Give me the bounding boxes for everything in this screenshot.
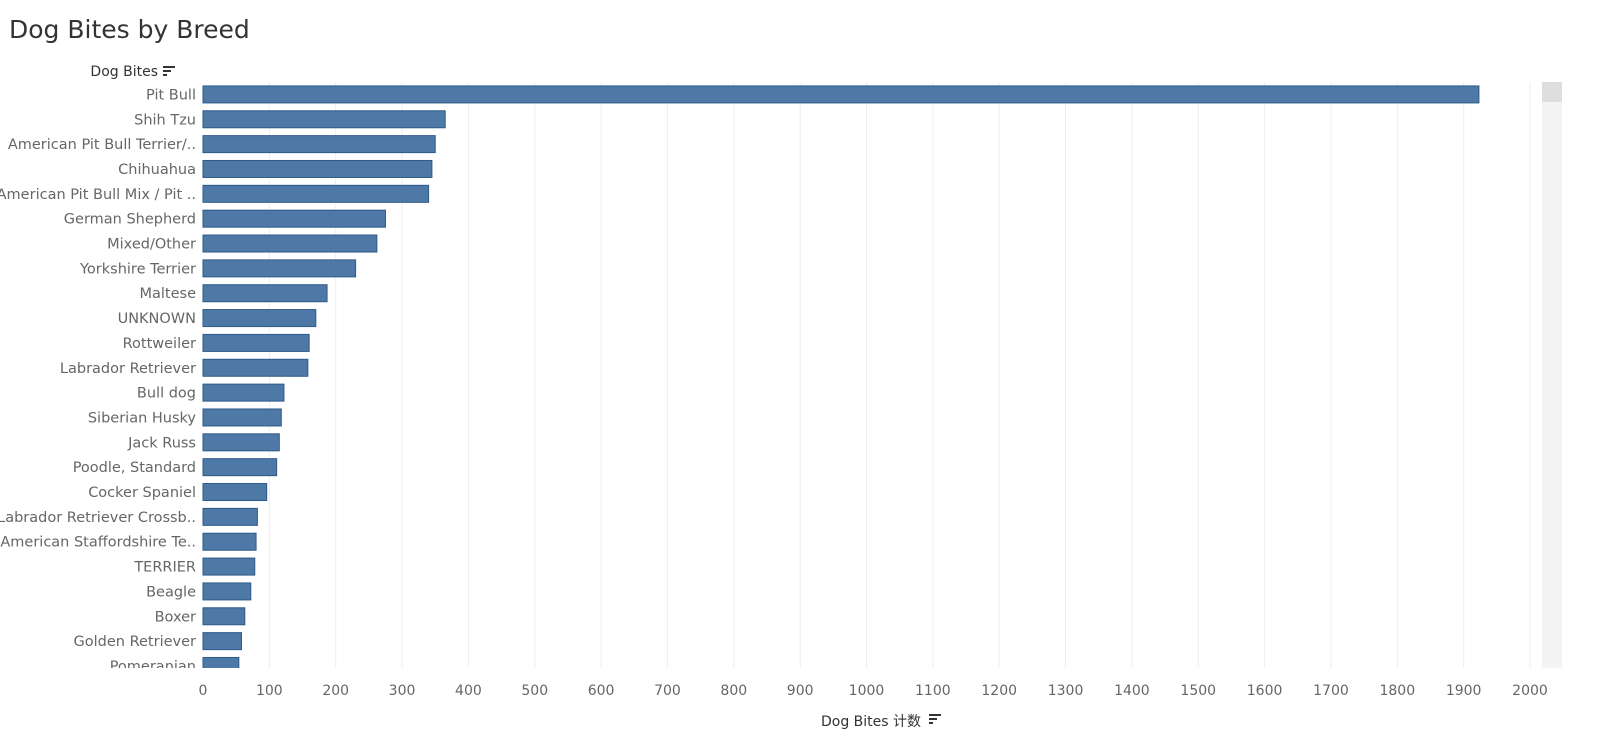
x-tick-label: 200 [322, 683, 349, 699]
bar[interactable] [202, 656, 240, 674]
category-labels: Pit Bull Shih Tzu American Pit Bull Terrie… [0, 87, 197, 675]
category-label: Chihuahua [118, 162, 196, 178]
x-tick-label: 1700 [1313, 683, 1349, 699]
bar[interactable] [202, 582, 252, 601]
bar[interactable] [202, 483, 268, 502]
x-tick-label: 400 [455, 683, 482, 699]
category-label: American Staffordshire Te.. [0, 535, 196, 551]
bar[interactable] [202, 333, 310, 352]
category-label: Pit Bull [146, 87, 196, 103]
row-header[interactable]: Dog Bites [90, 64, 175, 80]
category-label: Rottweiler [123, 336, 196, 352]
category-label: Bull dog [137, 386, 196, 402]
bar[interactable] [202, 607, 246, 626]
x-tick-label: 1800 [1379, 683, 1415, 699]
category-label: American Pit Bull Mix / Pit .. [0, 187, 196, 203]
category-label: Labrador Retriever [60, 361, 196, 377]
bar[interactable] [202, 408, 282, 427]
row-header-label: Dog Bites [90, 64, 158, 80]
bar[interactable] [202, 85, 1480, 104]
category-label: American Pit Bull Terrier/.. [8, 137, 196, 153]
x-tick-label: 0 [199, 683, 208, 699]
category-label: Poodle, Standard [73, 460, 196, 476]
category-label: Jack Russ [127, 435, 196, 451]
scrollbar-track[interactable] [1542, 82, 1562, 668]
bar[interactable] [202, 209, 386, 228]
category-label: Cocker Spaniel [88, 485, 196, 501]
category-label: Mixed/Other [107, 237, 196, 253]
chart-title: Dog Bites by Breed [9, 15, 250, 44]
gridlines [268, 82, 1531, 668]
x-axis-ticks: 0 100 200 300 400 500 600 700 800 900 1000 1100 1200… [199, 683, 1548, 699]
x-tick-label: 700 [654, 683, 681, 699]
x-tick-label: 600 [588, 683, 615, 699]
category-label: Boxer [155, 609, 196, 625]
bar[interactable] [202, 110, 446, 129]
x-tick-label: 1300 [1048, 683, 1084, 699]
x-tick-label: 500 [521, 683, 548, 699]
x-tick-label: 800 [720, 683, 747, 699]
sort-descending-icon[interactable] [163, 66, 175, 76]
category-label: Siberian Husky [88, 410, 197, 426]
bar[interactable] [202, 358, 309, 377]
category-label: Labrador Retriever Crossb.. [0, 510, 196, 526]
bar[interactable] [202, 135, 436, 154]
x-tick-label: 1600 [1247, 683, 1283, 699]
x-axis-label: Dog Bites 计数 [821, 714, 921, 730]
bar[interactable] [202, 557, 256, 576]
x-tick-label: 1500 [1180, 683, 1216, 699]
bar[interactable] [202, 433, 280, 452]
bar[interactable] [202, 259, 357, 278]
x-tick-label: 1200 [981, 683, 1017, 699]
sort-descending-icon[interactable] [929, 714, 941, 724]
x-tick-label: 2000 [1512, 683, 1548, 699]
vertical-scrollbar[interactable] [1542, 82, 1562, 668]
bar[interactable] [202, 184, 430, 203]
x-tick-label: 100 [256, 683, 283, 699]
bar[interactable] [202, 632, 242, 651]
x-tick-label: 900 [787, 683, 814, 699]
x-tick-label: 1400 [1114, 683, 1150, 699]
bar[interactable] [202, 284, 328, 303]
bar[interactable] [202, 458, 278, 477]
category-label: TERRIER [133, 560, 196, 576]
x-tick-label: 1900 [1446, 683, 1482, 699]
bar[interactable] [202, 532, 257, 551]
x-tick-label: 1100 [915, 683, 951, 699]
category-label: Pomeranian [110, 659, 196, 675]
category-label: German Shepherd [64, 212, 196, 228]
x-tick-label: 1000 [849, 683, 885, 699]
x-axis-title[interactable]: Dog Bites 计数 [821, 714, 941, 730]
bar[interactable] [202, 507, 258, 526]
scrollbar-thumb[interactable] [1542, 82, 1562, 102]
category-label: Maltese [139, 286, 196, 302]
bar[interactable] [202, 383, 285, 402]
category-label: UNKNOWN [118, 311, 196, 327]
x-tick-label: 300 [389, 683, 416, 699]
bar[interactable] [202, 159, 433, 178]
category-label: Shih Tzu [134, 112, 196, 128]
category-label: Yorkshire Terrier [79, 261, 196, 277]
bars [202, 85, 1480, 674]
bar[interactable] [202, 234, 378, 253]
category-label: Beagle [146, 584, 196, 600]
category-label: Golden Retriever [74, 634, 197, 650]
bar[interactable] [202, 309, 317, 328]
